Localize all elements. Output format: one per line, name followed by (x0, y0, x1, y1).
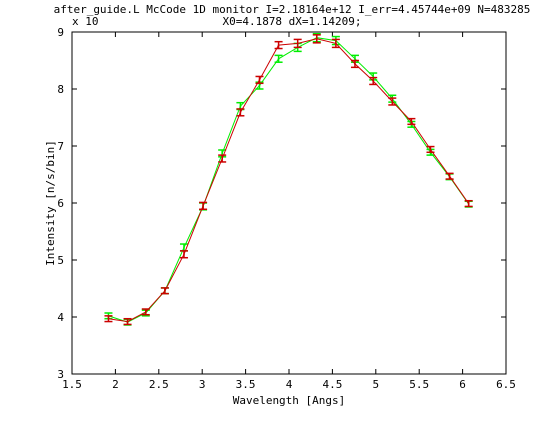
data-point (239, 111, 242, 114)
y-tick-label: 4 (57, 311, 64, 324)
y-axis-ticks: 3 4 5 6 7 8 9 (57, 26, 506, 381)
x-tick-label: 2 (112, 378, 119, 391)
data-point (429, 148, 432, 151)
y-tick-label: 8 (57, 83, 64, 96)
error-bar (199, 201, 208, 211)
series-layer (104, 32, 473, 326)
data-point (354, 63, 356, 65)
series-2 (104, 34, 473, 326)
x-tick-label: 5 (372, 378, 379, 391)
error-bar (218, 154, 227, 163)
error-bar (388, 97, 397, 106)
data-point (410, 120, 413, 123)
data-point (335, 42, 337, 45)
error-bar (255, 75, 264, 85)
y-tick-label: 7 (57, 140, 64, 153)
series-line (108, 38, 470, 323)
plot-frame (71, 31, 507, 375)
y-tick-label: 9 (57, 26, 64, 39)
data-point (164, 289, 166, 292)
x-axis-title: Wavelength [Angs] (233, 394, 346, 407)
y-exponent-label: x 10 (72, 15, 99, 28)
data-point (221, 157, 223, 160)
error-bar (293, 38, 302, 49)
x-tick-label: 4.5 (322, 378, 342, 391)
data-point (239, 105, 242, 107)
error-bar (369, 76, 378, 86)
x-tick-label: 3.5 (236, 378, 256, 391)
data-point (296, 42, 299, 45)
y-tick-label: 5 (57, 254, 64, 267)
data-point (354, 57, 356, 60)
error-bar (104, 315, 113, 323)
y-tick-label: 6 (57, 197, 64, 210)
data-point (183, 246, 185, 249)
error-bar (123, 317, 132, 326)
data-point (107, 317, 110, 320)
error-bar (331, 38, 340, 49)
data-point (391, 100, 394, 103)
x-tick-label: 6 (459, 378, 466, 391)
series-1 (104, 32, 473, 326)
data-point (258, 79, 261, 81)
error-bar (445, 172, 454, 180)
error-bar (464, 199, 473, 208)
chart-title: after_guide.L McCode 1D monitor I=2.1816… (54, 3, 531, 16)
error-bar (160, 287, 169, 295)
x-tick-label: 4 (286, 378, 293, 391)
data-point (448, 175, 451, 178)
x-tick-label: 6.5 (496, 378, 516, 391)
data-point (126, 320, 129, 323)
error-bar (274, 40, 283, 50)
chart-subtitle: X0=4.1878 dX=1.14209; (222, 15, 361, 28)
x-axis-ticks: 1.5 2 2.5 3 3.5 4 4.5 5 5.5 6 6.5 (62, 32, 516, 391)
data-point (183, 253, 185, 256)
error-bar (426, 145, 435, 154)
data-point (144, 311, 147, 313)
series-line (108, 37, 470, 323)
x-tick-label: 5.5 (409, 378, 429, 391)
error-bar (407, 117, 416, 126)
x-tick-label: 3 (199, 378, 206, 391)
data-point (202, 205, 204, 207)
y-tick-label: 3 (57, 368, 64, 381)
data-point (221, 152, 223, 155)
data-point (372, 80, 374, 82)
error-bar (179, 250, 188, 259)
y-axis-title: Intensity [n/s/bin] (44, 140, 57, 266)
error-bar (141, 308, 150, 316)
data-point (277, 44, 280, 46)
error-bar (274, 54, 283, 63)
data-point (277, 57, 280, 60)
error-bar (312, 34, 321, 44)
data-point (467, 202, 470, 205)
x-tick-label: 1.5 (62, 378, 82, 391)
data-point (315, 38, 318, 40)
error-bar (236, 108, 245, 117)
error-bar (350, 59, 359, 69)
x-tick-label: 2.5 (149, 378, 169, 391)
data-point (258, 84, 261, 87)
